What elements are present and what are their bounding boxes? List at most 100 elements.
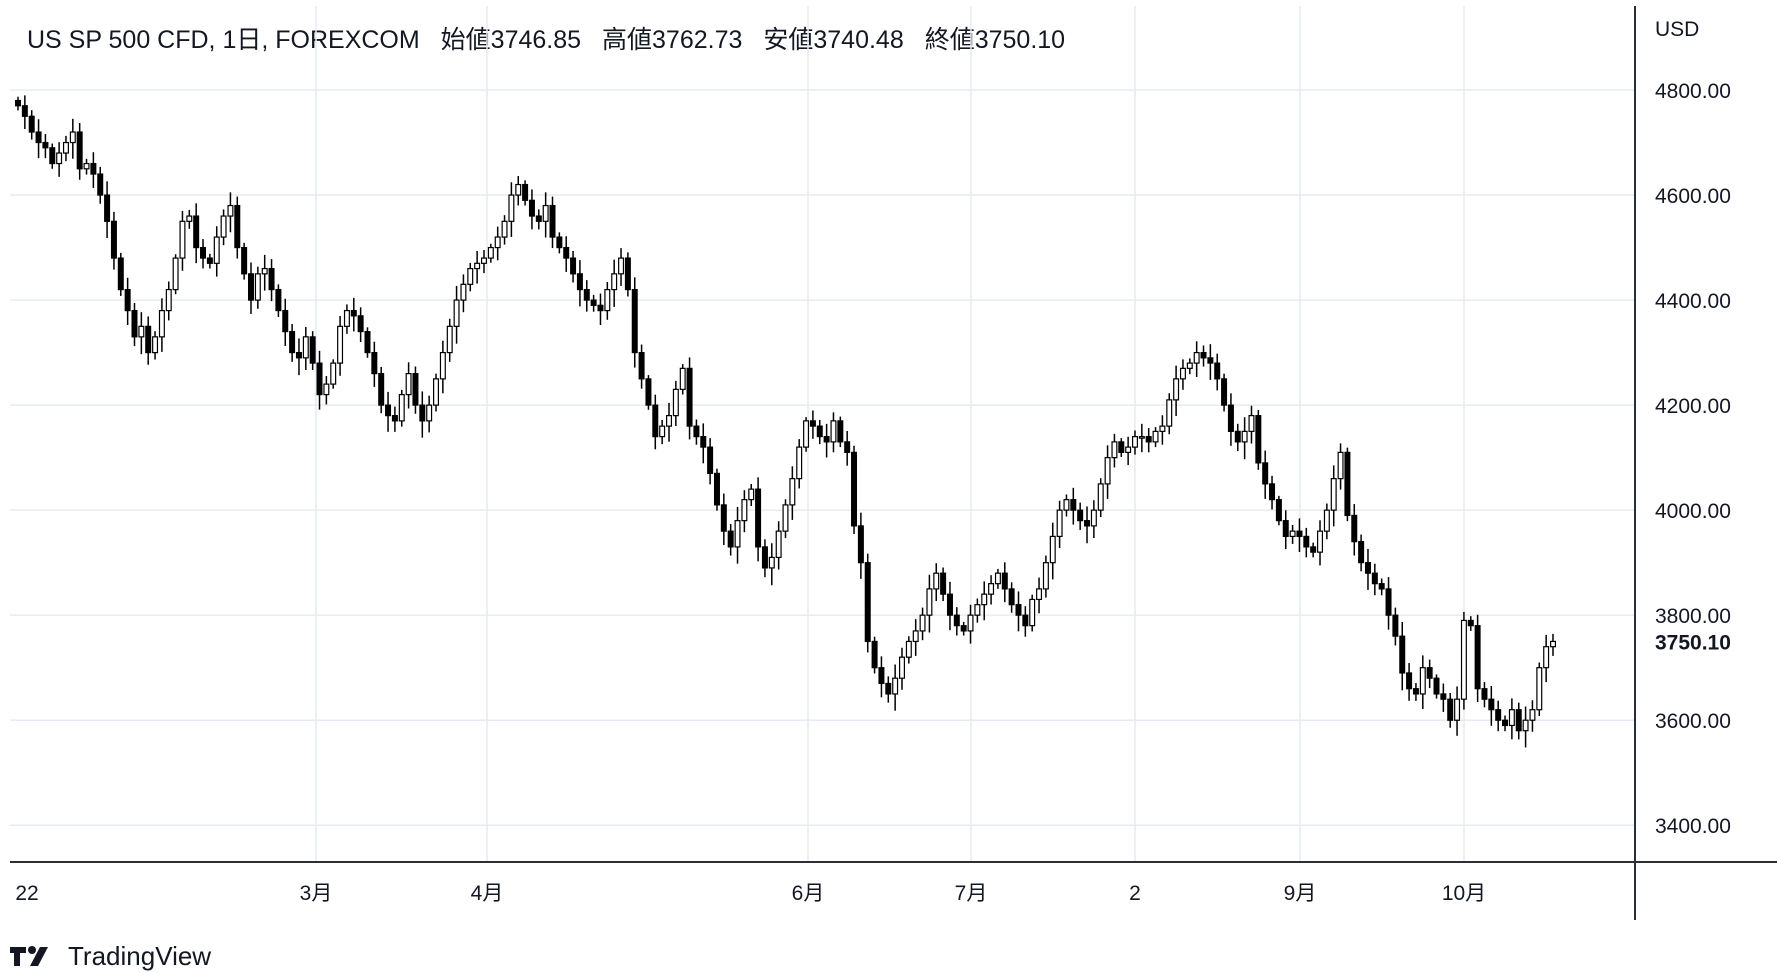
candle xyxy=(357,307,364,342)
candle xyxy=(193,203,200,264)
candle xyxy=(405,362,412,409)
candle xyxy=(556,232,563,254)
candle xyxy=(90,152,97,188)
candle xyxy=(1131,430,1138,455)
candle xyxy=(138,312,145,355)
candle xyxy=(878,656,885,698)
candle xyxy=(823,423,830,458)
candle xyxy=(885,676,892,703)
candle xyxy=(152,331,159,360)
candle xyxy=(1474,614,1481,702)
candle xyxy=(1179,359,1186,390)
candle xyxy=(652,394,659,450)
candle xyxy=(480,250,487,274)
candle xyxy=(611,259,618,307)
candle xyxy=(926,574,933,633)
time-tick-label: 2 xyxy=(1129,882,1141,905)
candle xyxy=(398,389,405,427)
candle xyxy=(672,380,679,427)
currency-label: USD xyxy=(1655,18,1699,41)
candle xyxy=(1090,500,1097,539)
time-tick-label: 6月 xyxy=(792,882,825,905)
candle xyxy=(1118,438,1125,458)
candle xyxy=(1488,685,1495,726)
candle xyxy=(1241,417,1248,460)
candle xyxy=(755,477,762,562)
candle xyxy=(1138,423,1145,453)
candle xyxy=(542,192,549,238)
candle xyxy=(1186,358,1193,375)
candle xyxy=(844,431,851,466)
candle xyxy=(1385,577,1392,630)
candle xyxy=(49,143,56,169)
candle xyxy=(1070,487,1077,525)
candle xyxy=(1104,445,1111,499)
time-tick-label: 3月 xyxy=(300,882,333,905)
candle xyxy=(624,252,631,297)
candle xyxy=(343,304,350,334)
candle xyxy=(206,253,213,269)
candle xyxy=(1351,504,1358,556)
candle xyxy=(433,373,440,412)
candle xyxy=(1323,503,1330,540)
candle xyxy=(1289,525,1296,544)
price-tick-label: 3600.00 xyxy=(1655,710,1731,733)
candle xyxy=(1371,563,1378,596)
candle xyxy=(302,326,309,370)
candle xyxy=(439,340,446,394)
candle xyxy=(851,445,858,534)
tradingview-brand[interactable]: TradingView xyxy=(10,941,211,971)
candle xyxy=(590,294,597,312)
candle xyxy=(1015,591,1022,632)
chart-grid xyxy=(10,6,1635,862)
candle xyxy=(371,341,378,387)
candle xyxy=(28,110,35,140)
candle xyxy=(912,619,919,656)
candle xyxy=(1364,548,1371,590)
candle xyxy=(618,248,625,286)
candle xyxy=(898,647,905,690)
low-value: 3740.48 xyxy=(813,26,904,54)
candle xyxy=(857,512,864,579)
time-tick-label: 10月 xyxy=(1442,882,1486,905)
candle xyxy=(494,226,501,261)
candle xyxy=(761,539,768,578)
candle xyxy=(1207,344,1214,380)
candle xyxy=(570,250,577,283)
high-label: 高値 xyxy=(602,26,653,54)
candle xyxy=(782,499,789,539)
candle xyxy=(1440,683,1447,712)
close-value: 3750.10 xyxy=(974,26,1066,54)
candle xyxy=(323,376,330,405)
candle xyxy=(1317,520,1324,566)
candle xyxy=(1269,475,1276,510)
candle xyxy=(1063,494,1070,517)
candle xyxy=(631,277,638,368)
candle xyxy=(385,391,392,432)
candle xyxy=(474,251,481,284)
candle xyxy=(741,490,748,533)
candle xyxy=(76,123,83,180)
candle xyxy=(515,176,522,206)
candle xyxy=(1543,634,1550,683)
candle xyxy=(1193,341,1200,377)
price-tick-label: 4000.00 xyxy=(1655,500,1731,523)
candle xyxy=(1454,686,1461,736)
candle xyxy=(522,180,529,206)
time-tick-label: 22 xyxy=(15,882,38,905)
candle xyxy=(487,243,494,263)
price-axis-ticks: 4800.00 4600.00 4400.00 4200.00 4000.00 3800.… xyxy=(1655,80,1731,838)
candle xyxy=(62,135,69,162)
candle xyxy=(535,209,542,230)
candle xyxy=(145,316,152,365)
candle xyxy=(1337,443,1344,490)
open-value: 3746.85 xyxy=(490,26,582,54)
candle xyxy=(1426,659,1433,689)
candle xyxy=(940,567,947,602)
price-tick-label: 3400.00 xyxy=(1655,815,1731,838)
candle xyxy=(1022,606,1029,637)
candle xyxy=(994,568,1001,589)
candle xyxy=(213,226,220,277)
candle xyxy=(508,182,515,237)
